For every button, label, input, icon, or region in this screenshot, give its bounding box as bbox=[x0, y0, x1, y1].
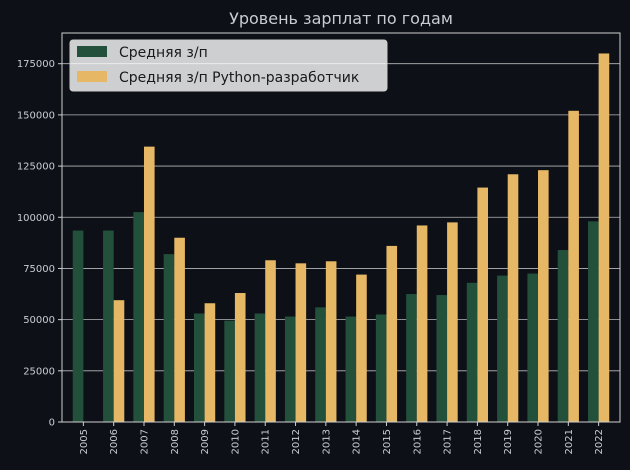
y-tick-label: 75000 bbox=[23, 264, 55, 275]
x-tick-label: 2015 bbox=[382, 429, 393, 454]
bar bbox=[466, 282, 478, 422]
bar bbox=[538, 170, 549, 422]
bar bbox=[174, 237, 185, 422]
y-tick-label: 100000 bbox=[17, 213, 55, 224]
bar bbox=[103, 230, 114, 422]
bar bbox=[325, 261, 337, 422]
y-tick-label: 175000 bbox=[17, 59, 55, 70]
x-tick-label: 2011 bbox=[261, 429, 272, 454]
x-axis-ticks: 2005 2006 2007 2008 2009 2010 2011 2012 2013 2014… bbox=[79, 422, 605, 454]
y-tick-label: 0 bbox=[49, 418, 55, 429]
bar bbox=[295, 263, 307, 422]
x-tick-label: 2014 bbox=[352, 429, 363, 454]
bar bbox=[224, 320, 235, 422]
bar bbox=[193, 313, 205, 422]
chart-title: Уровень зарплат по годам bbox=[229, 9, 453, 28]
legend-swatch-avg bbox=[77, 46, 107, 57]
x-tick-label: 2006 bbox=[109, 429, 120, 454]
y-tick-label: 125000 bbox=[17, 162, 55, 173]
bar bbox=[588, 221, 599, 422]
x-tick-label: 2017 bbox=[443, 429, 454, 454]
bar bbox=[386, 245, 398, 422]
legend-box bbox=[69, 39, 388, 92]
bar bbox=[133, 212, 144, 422]
x-tick-label: 2020 bbox=[534, 429, 545, 454]
bar bbox=[406, 294, 417, 422]
bar bbox=[204, 303, 216, 422]
x-tick-label: 2005 bbox=[79, 429, 90, 454]
bar bbox=[72, 230, 84, 422]
bar bbox=[284, 316, 296, 422]
legend-label-avg: Средняя з/п bbox=[119, 45, 208, 61]
bar bbox=[598, 53, 610, 422]
bar bbox=[447, 222, 458, 422]
bar bbox=[143, 146, 155, 422]
x-tick-label: 2016 bbox=[412, 429, 423, 454]
bar bbox=[436, 295, 448, 422]
bar bbox=[568, 110, 579, 423]
bar bbox=[113, 300, 125, 422]
x-tick-label: 2012 bbox=[291, 429, 302, 454]
x-tick-label: 2010 bbox=[230, 429, 241, 454]
legend: Средняя з/п Средняя з/п Python-разработч… bbox=[69, 39, 388, 92]
bar bbox=[527, 273, 539, 422]
x-tick-label: 2007 bbox=[139, 429, 150, 454]
x-tick-label: 2022 bbox=[594, 429, 605, 454]
bar bbox=[557, 250, 569, 422]
bar bbox=[234, 293, 246, 422]
bar bbox=[254, 313, 266, 422]
legend-swatch-python bbox=[77, 71, 107, 82]
x-tick-label: 2021 bbox=[564, 429, 575, 454]
legend-label-python: Средняя з/п Python-разработчик bbox=[119, 70, 359, 86]
x-tick-label: 2018 bbox=[473, 429, 484, 454]
grid-lines bbox=[62, 63, 620, 423]
y-tick-label: 25000 bbox=[23, 366, 55, 377]
x-tick-label: 2009 bbox=[200, 429, 211, 454]
bar bbox=[477, 187, 489, 422]
bar bbox=[345, 316, 357, 422]
bar bbox=[507, 174, 519, 422]
y-tick-label: 150000 bbox=[17, 110, 55, 121]
x-tick-label: 2019 bbox=[503, 429, 514, 454]
y-axis-ticks: 0 25000 50000 75000 100000 125000 150000 175000 bbox=[17, 59, 62, 429]
x-tick-label: 2013 bbox=[321, 429, 332, 454]
bar bbox=[497, 275, 508, 422]
bar bbox=[416, 225, 428, 422]
bar bbox=[375, 314, 387, 422]
bars bbox=[72, 53, 610, 423]
y-tick-label: 50000 bbox=[23, 315, 55, 326]
bar bbox=[315, 307, 326, 422]
bar bbox=[163, 254, 175, 422]
plot-frame bbox=[61, 32, 621, 423]
bar bbox=[356, 274, 367, 422]
x-tick-label: 2008 bbox=[170, 429, 181, 454]
bar bbox=[265, 260, 276, 422]
